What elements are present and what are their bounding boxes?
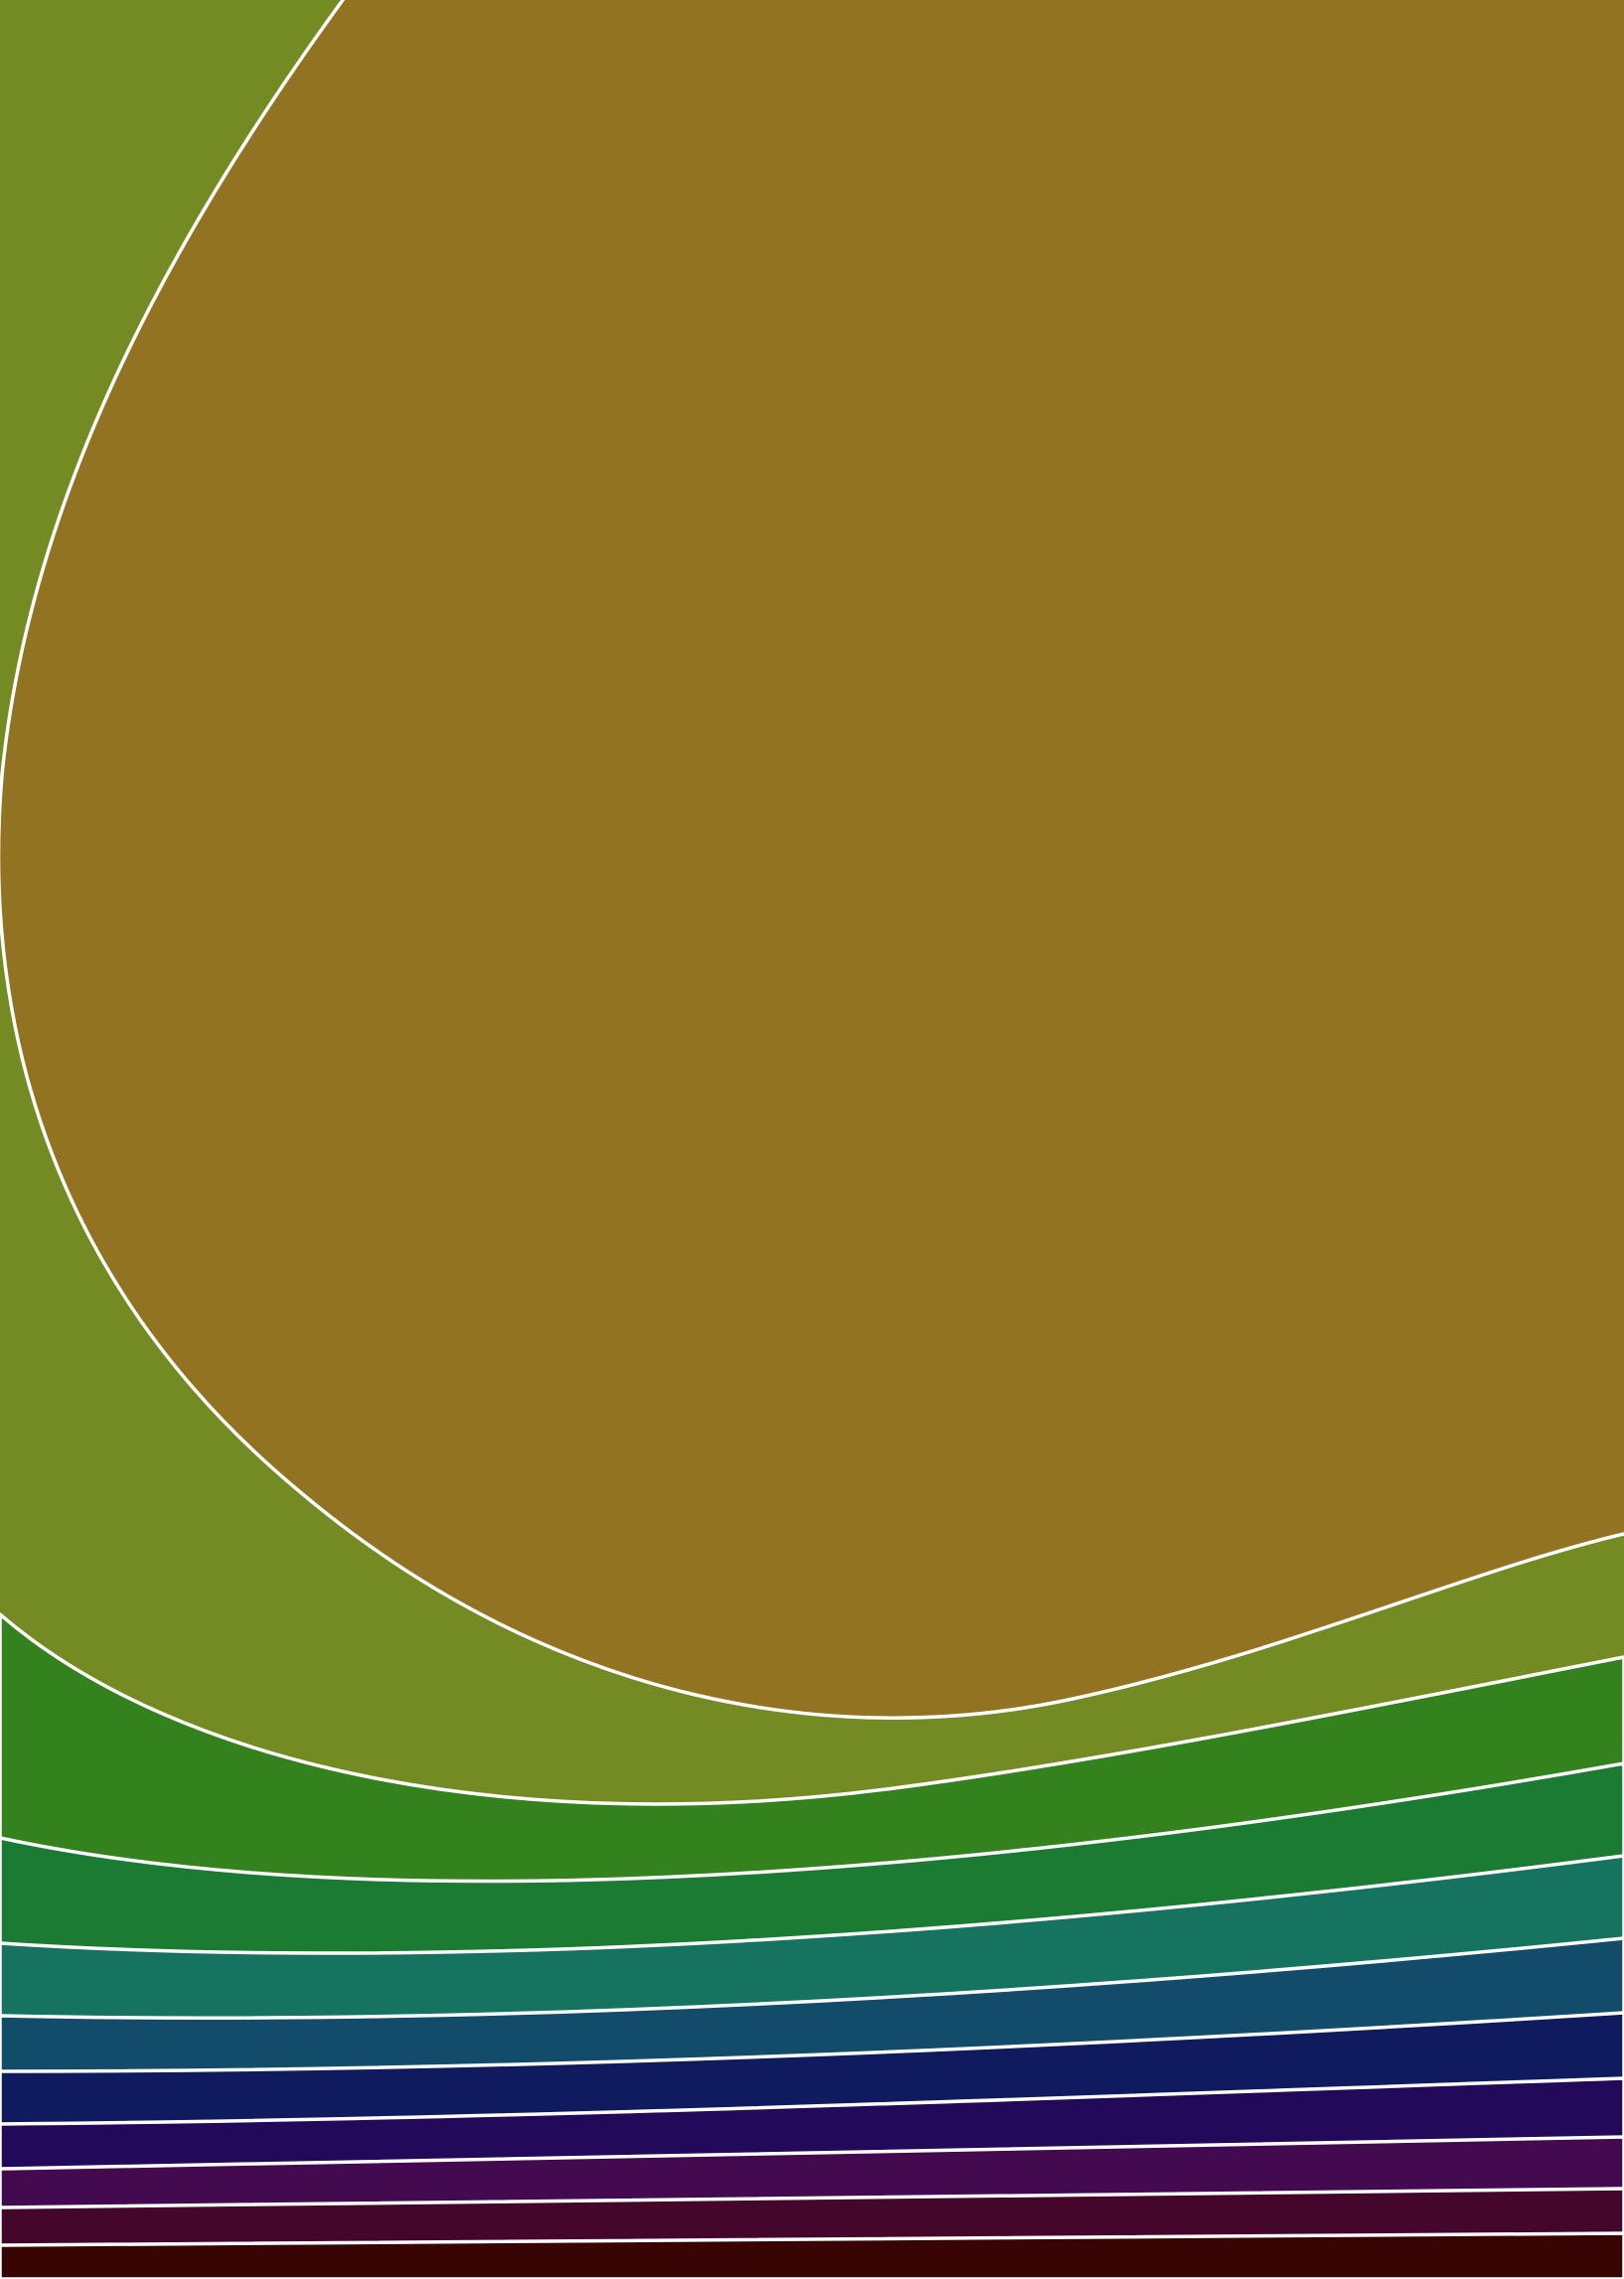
ochre-blob [0, 0, 1624, 1720]
band-maroon [0, 2231, 1624, 2279]
